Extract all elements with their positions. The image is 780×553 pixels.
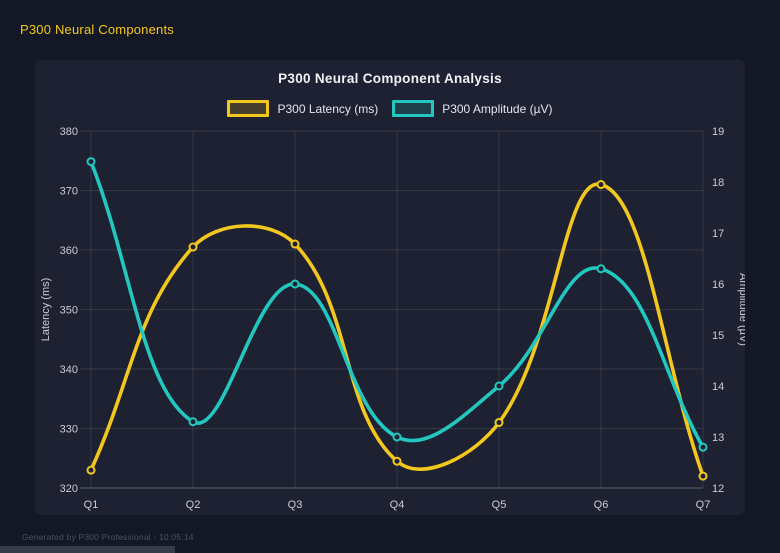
amplitude-series[interactable] (86, 157, 708, 452)
svg-text:380: 380 (60, 126, 78, 138)
chart-legend: P300 Latency (ms) P300 Amplitude (µV) (35, 100, 745, 117)
svg-text:Q3: Q3 (288, 499, 303, 511)
svg-text:19: 19 (712, 126, 724, 138)
svg-text:Q4: Q4 (390, 499, 405, 511)
amplitude-point[interactable] (698, 442, 708, 452)
svg-text:12: 12 (712, 483, 724, 495)
latency-point[interactable] (698, 471, 708, 481)
amplitude-point[interactable] (86, 157, 96, 167)
svg-text:15: 15 (712, 330, 724, 342)
svg-text:350: 350 (60, 305, 78, 317)
svg-text:16: 16 (712, 279, 724, 291)
svg-text:Q6: Q6 (594, 499, 609, 511)
legend-label-latency: P300 Latency (ms) (277, 101, 379, 116)
svg-text:370: 370 (60, 186, 78, 198)
chart-panel: 320 330 340 350 360 370 380 12 13 14 15 16 17 18 19 Q1 Q… (35, 60, 745, 515)
amplitude-point[interactable] (392, 432, 402, 442)
latency-point[interactable] (86, 465, 96, 475)
amplitude-point[interactable] (596, 264, 606, 274)
amplitude-point[interactable] (188, 417, 198, 427)
latency-swatch-icon (227, 100, 270, 117)
svg-text:340: 340 (60, 364, 78, 376)
legend-item-amplitude[interactable]: P300 Amplitude (µV) (392, 100, 553, 117)
svg-text:360: 360 (60, 245, 78, 257)
svg-text:Q2: Q2 (186, 499, 201, 511)
svg-text:13: 13 (712, 432, 724, 444)
svg-text:320: 320 (60, 483, 78, 495)
generated-by-text: Generated by P300 Professional - 10:05:1… (22, 532, 194, 542)
chart-title: P300 Neural Component Analysis (278, 71, 502, 86)
right-axis-ticks: 12 13 14 15 16 17 18 19 (712, 126, 724, 495)
page-title: P300 Neural Components (20, 22, 174, 37)
left-axis-ticks: 320 330 340 350 360 370 380 (60, 126, 78, 495)
svg-text:17: 17 (712, 228, 724, 240)
latency-point[interactable] (290, 239, 300, 249)
legend-label-amplitude: P300 Amplitude (µV) (442, 101, 553, 116)
x-axis-ticks: Q1 Q2 Q3 Q4 Q5 Q6 Q7 (84, 499, 711, 511)
right-axis-title: Amplitude (µV) (737, 273, 745, 346)
svg-text:14: 14 (712, 381, 724, 393)
left-axis-title: Latency (ms) (40, 278, 52, 342)
latency-point[interactable] (188, 242, 198, 252)
bottom-bar (0, 546, 175, 553)
grid-lines (80, 130, 704, 489)
latency-point[interactable] (392, 456, 402, 466)
svg-text:Q1: Q1 (84, 499, 99, 511)
svg-text:Q7: Q7 (696, 499, 711, 511)
latency-series[interactable] (86, 180, 708, 481)
svg-text:18: 18 (712, 177, 724, 189)
legend-item-latency[interactable]: P300 Latency (ms) (227, 100, 378, 117)
amplitude-point[interactable] (494, 381, 504, 391)
svg-text:330: 330 (60, 424, 78, 436)
latency-point[interactable] (494, 418, 504, 428)
latency-point[interactable] (596, 180, 606, 190)
amplitude-swatch-icon (392, 100, 435, 117)
amplitude-point[interactable] (290, 279, 300, 289)
svg-text:Q5: Q5 (492, 499, 507, 511)
